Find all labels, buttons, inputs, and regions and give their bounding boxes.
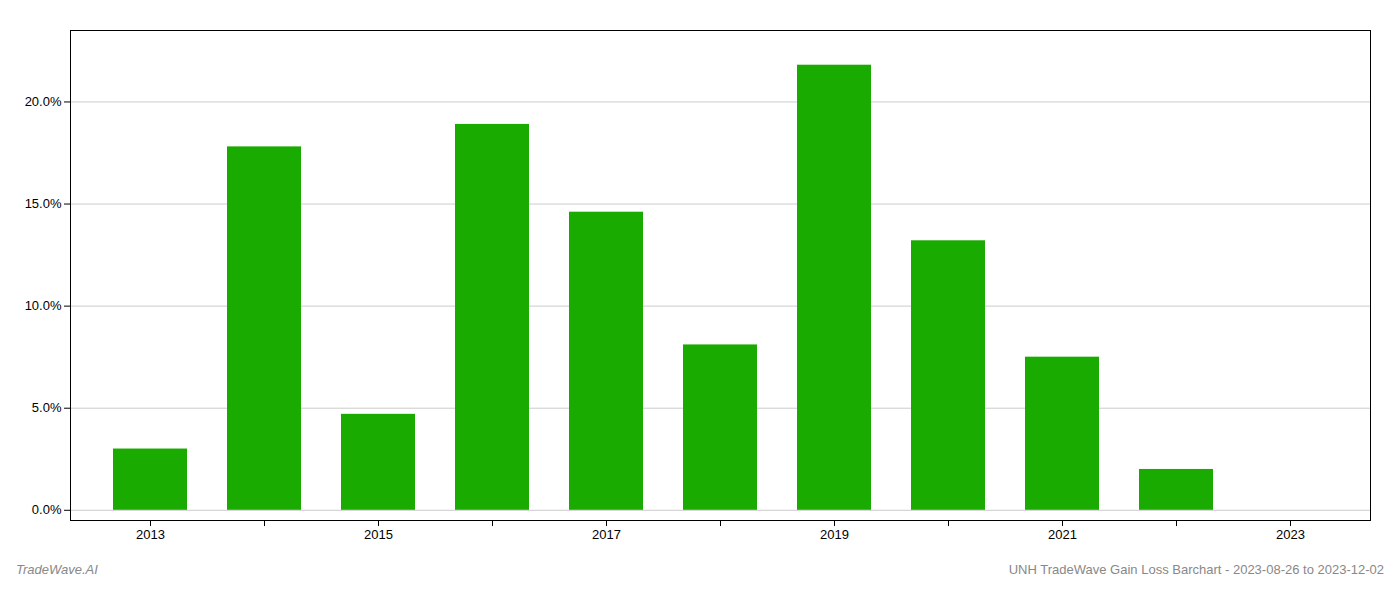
svg-text:2021: 2021: [1048, 527, 1077, 542]
html-text:TradeWave.AI: TradeWave.AI: [16, 562, 98, 577]
svg-text:2017: 2017: [592, 527, 621, 542]
svg-text:10.0%: 10.0%: [25, 298, 62, 313]
svg-text:5.0%: 5.0%: [32, 400, 62, 415]
svg-text:2019: 2019: [820, 527, 849, 542]
svg-text:2013: 2013: [136, 527, 165, 542]
svg-text:2015: 2015: [364, 527, 393, 542]
svg-text:2023: 2023: [1276, 527, 1305, 542]
svg-text:15.0%: 15.0%: [25, 196, 62, 211]
html-text:UNH TradeWave Gain Loss Barcha: UNH TradeWave Gain Loss Barchart - 2023-…: [1008, 562, 1384, 577]
svg-text:20.0%: 20.0%: [25, 94, 62, 109]
svg-text:0.0%: 0.0%: [32, 502, 62, 517]
